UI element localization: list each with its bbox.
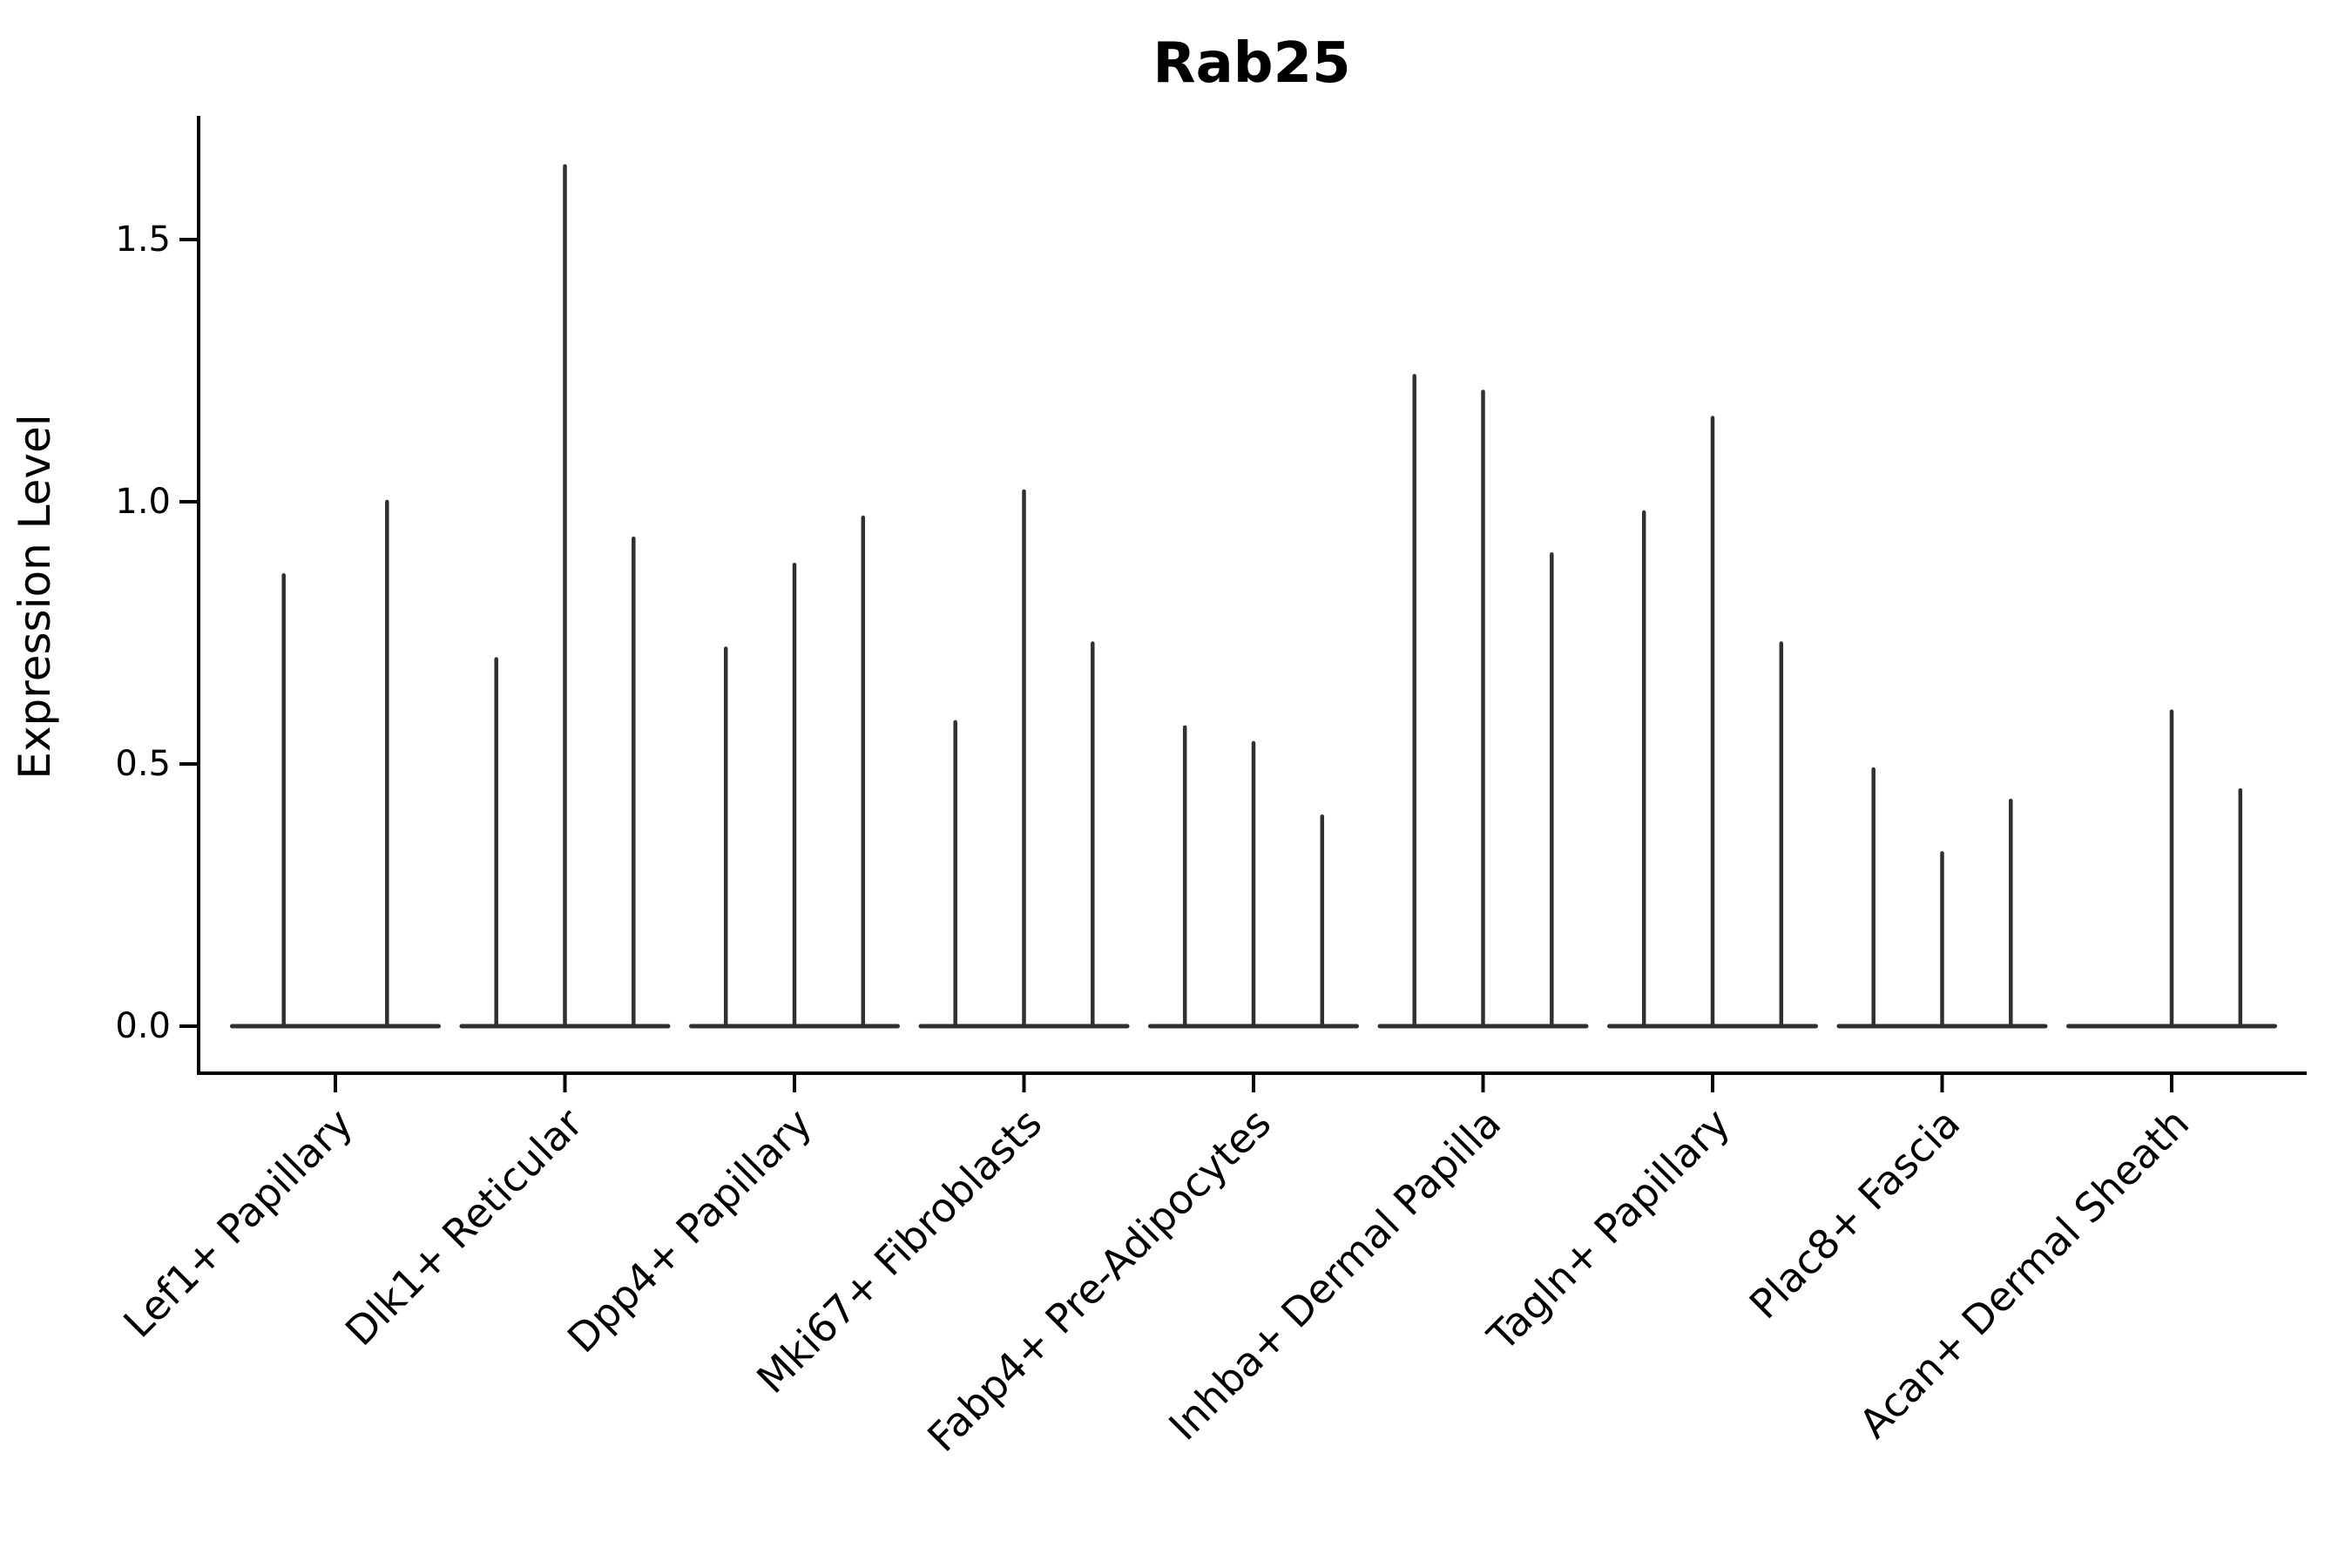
chart-title: Rab25	[1152, 31, 1351, 96]
y-tick-label: 1.5	[115, 220, 171, 260]
y-axis-label: Expression Level	[10, 414, 60, 780]
y-tick-label: 0.0	[115, 1006, 171, 1046]
y-tick-label: 1.0	[115, 482, 171, 522]
y-tick-label: 0.5	[115, 744, 171, 784]
